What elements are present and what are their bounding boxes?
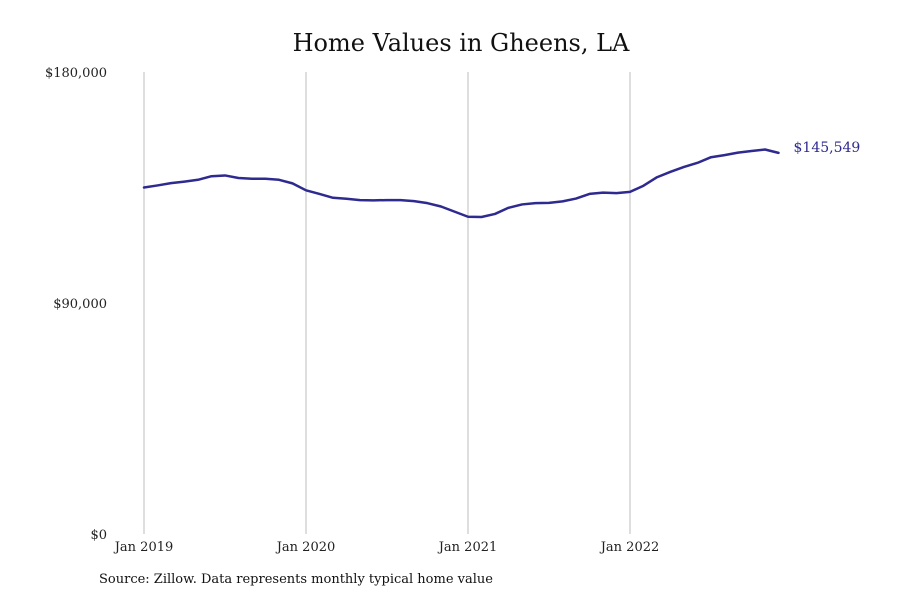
grid-layer: [143, 72, 631, 534]
y-axis-ticks: $180,000 $90,000 $0: [45, 66, 107, 543]
source-note: Source: Zillow. Data represents monthly …: [99, 572, 493, 587]
y-tick-label: $180,000: [45, 66, 107, 81]
chart-title: Home Values in Gheens, LA: [293, 29, 630, 57]
y-tick-label: $90,000: [53, 297, 107, 312]
y-tick-label: $0: [90, 528, 107, 543]
series-line-home-value: [142, 148, 780, 219]
x-axis-ticks: Jan 2019 Jan 2020 Jan 2021 Jan 2022: [113, 540, 660, 555]
x-tick-label: Jan 2021: [437, 540, 498, 555]
end-value-label: $145,549: [794, 140, 861, 156]
x-tick-label: Jan 2019: [113, 540, 174, 555]
x-tick-label: Jan 2022: [599, 540, 660, 555]
x-tick-label: Jan 2020: [275, 540, 336, 555]
